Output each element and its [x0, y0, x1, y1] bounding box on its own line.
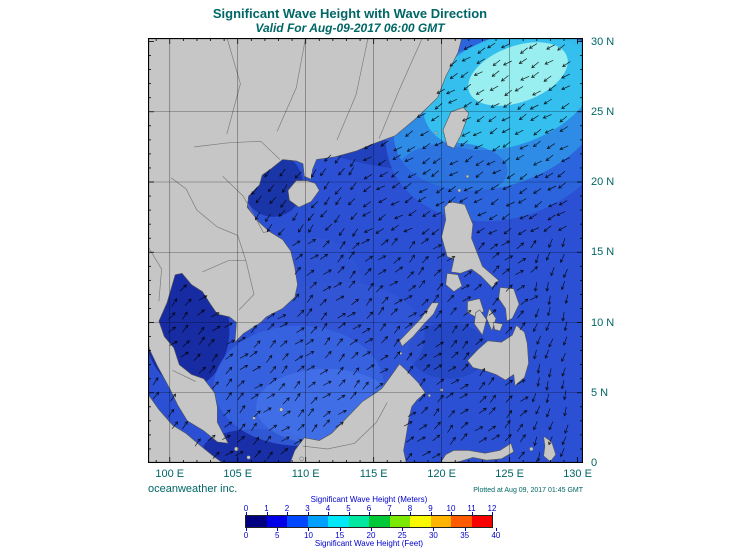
colorbar-meters-label: 12 — [487, 504, 497, 513]
lat-tick-label: 30 N — [591, 35, 615, 48]
colorbar-feet-label: 5 — [275, 531, 280, 540]
colorbar-meters-label: 7 — [387, 504, 392, 513]
colorbar-meters-label: 8 — [407, 504, 413, 513]
colorbar-meters-label: 0 — [243, 504, 249, 513]
colorbar-segment — [266, 516, 287, 527]
colorbar-segment — [348, 516, 369, 527]
colorbar-feet-tickmark — [402, 528, 404, 531]
colorbar-meters-label: 6 — [366, 504, 372, 513]
wave-map — [148, 38, 583, 463]
colorbar-feet-label: 35 — [460, 531, 470, 540]
colorbar-segment — [430, 516, 451, 527]
colorbar-segment — [287, 516, 308, 527]
colorbar-meters-tickmark — [410, 512, 411, 515]
colorbar-meters-label: 5 — [346, 504, 351, 513]
colorbar-feet-tickmark — [308, 528, 310, 531]
lat-tick-label: 15 N — [591, 246, 615, 259]
colorbar-feet-tickmark — [277, 528, 279, 531]
colorbar-feet-label: 40 — [491, 531, 501, 540]
colorbar — [245, 515, 493, 528]
lat-tick-label: 5 N — [591, 386, 609, 399]
colorbar-segment — [451, 516, 472, 527]
map-frame — [148, 38, 583, 463]
colorbar-feet-label: 20 — [366, 531, 376, 540]
colorbar-meters-tickmark — [348, 512, 350, 515]
colorbar-meters-tickmark — [307, 512, 309, 515]
wave-direction-arrows — [152, 42, 571, 462]
lat-tick-label: 25 N — [591, 105, 615, 118]
colorbar-segment — [369, 516, 390, 527]
plotted-at-text: Plotted at Aug 09, 2017 01:45 GMT — [473, 487, 583, 494]
political-borders — [148, 38, 423, 450]
colorbar-feet-label: 25 — [397, 531, 407, 540]
lon-tick-label: 110 E — [291, 468, 320, 480]
colorbar-segment — [389, 516, 410, 527]
lon-tick-label: 105 E — [223, 468, 253, 480]
colorbar-meters-label: 4 — [325, 504, 331, 513]
colorbar-meters-label: 1 — [264, 504, 269, 513]
colorbar-feet-tickmark — [464, 528, 466, 531]
graticule — [148, 38, 583, 463]
colorbar-feet-tickmark — [339, 528, 341, 531]
colorbar-meters-label: 2 — [284, 504, 290, 513]
colorbar-meters-tickmark — [287, 512, 288, 515]
colorbar-feet-tickmark — [495, 528, 497, 531]
lon-tick-label: 130 E — [563, 468, 592, 480]
colorbar-meters-tickmark — [471, 512, 473, 515]
colorbar-segment — [328, 516, 349, 527]
colorbar-meters-label: 11 — [467, 504, 476, 513]
colorbar-segment — [410, 516, 431, 527]
colorbar-title-feet: Significant Wave Height (Feet) — [314, 539, 424, 548]
colorbar-feet-label: 15 — [335, 531, 345, 540]
colorbar-meters-label: 3 — [305, 504, 310, 513]
colorbar-meters-tickmark — [389, 512, 391, 515]
lon-tick-label: 100 E — [155, 468, 185, 480]
colorbar-meters-tickmark — [451, 512, 452, 515]
credit-text: oceanweather inc. — [148, 483, 238, 495]
colorbar-feet-label: 10 — [304, 531, 313, 540]
lat-tick-label: 10 N — [591, 316, 615, 329]
colorbar-segment — [246, 516, 267, 527]
lon-tick-label: 115 E — [359, 468, 388, 480]
colorbar-feet-tickmark — [370, 528, 372, 531]
lon-tick-label: 125 E — [495, 468, 524, 480]
lon-tick-label: 120 E — [427, 468, 456, 480]
map-frame-border — [148, 38, 583, 463]
colorbar-meters-label: 10 — [446, 504, 456, 513]
colorbar-meters-tickmark — [369, 512, 370, 515]
colorbar-feet-tickmark — [433, 528, 435, 531]
colorbar-meters-tickmark — [492, 512, 493, 515]
colorbar-feet-label: 0 — [243, 531, 249, 540]
land-masses — [148, 38, 557, 463]
colorbar-meters-tickmark — [430, 512, 432, 515]
colorbar-title-meters: Significant Wave Height (Meters) — [310, 495, 428, 504]
colorbar-meters-tickmark — [266, 512, 268, 515]
colorbar-meters-tickmark — [246, 512, 247, 515]
colorbar-feet-label: 30 — [428, 531, 438, 540]
chart-title: Significant Wave Height with Wave Direct… — [212, 6, 488, 21]
colorbar-meters-label: 9 — [428, 504, 433, 513]
colorbar-segment — [471, 516, 492, 527]
lat-tick-label: 0 — [591, 457, 598, 469]
chart-valid-time: Valid For Aug-09-2017 06:00 GMT — [255, 21, 445, 35]
colorbar-feet-tickmark — [246, 528, 247, 531]
colorbar-meters-tickmark — [328, 512, 329, 515]
lat-tick-label: 20 N — [591, 176, 615, 188]
colorbar-segment — [307, 516, 328, 527]
